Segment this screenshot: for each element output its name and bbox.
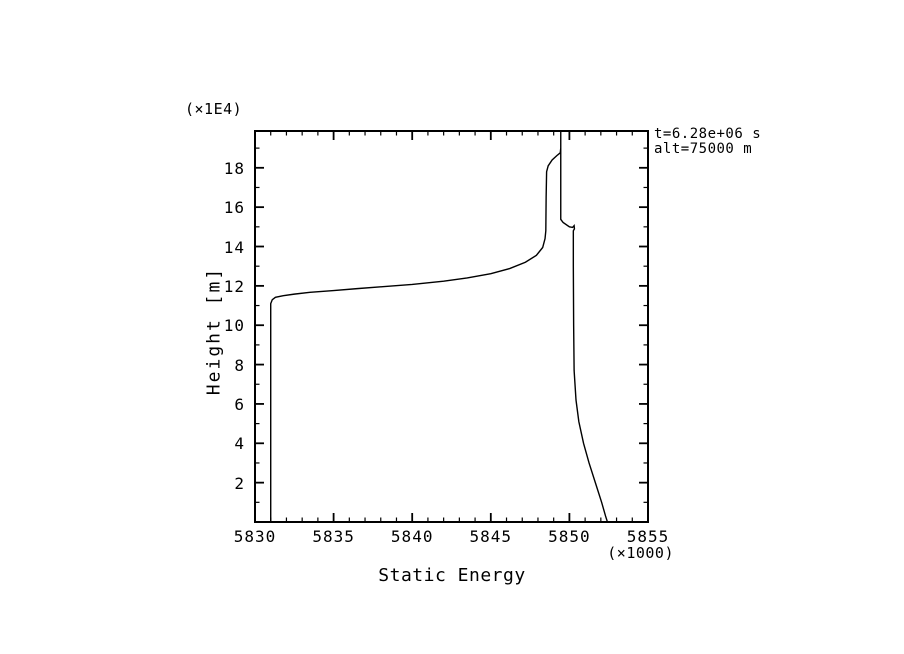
x-tick-label: 5850 xyxy=(548,527,591,546)
curve-static-energy-profile xyxy=(270,131,609,523)
x-tick-label: 5830 xyxy=(233,527,277,546)
y-axis-scale-note: (×1E4) xyxy=(185,100,243,118)
y-tick-label: 10 xyxy=(223,316,245,336)
y-tick-label: 6 xyxy=(234,394,245,414)
x-tick-label: 5835 xyxy=(312,527,355,546)
y-tick-label: 12 xyxy=(223,276,245,296)
x-tick-label: 5840 xyxy=(390,527,434,546)
x-axis-scale-note: (×1000) xyxy=(607,544,674,562)
x-tick-label: 5855 xyxy=(626,527,670,546)
y-tick-label: 16 xyxy=(223,198,245,218)
x-axis-title: Static Energy xyxy=(378,565,526,586)
annotation-time: t=6.28e+06 s xyxy=(654,126,762,142)
y-tick-label: 8 xyxy=(234,355,245,375)
y-tick-label: 18 xyxy=(223,158,245,178)
plot-frame xyxy=(254,130,649,523)
annotation-altitude: alt=75000 m xyxy=(654,141,753,157)
x-tick-label: 5845 xyxy=(469,527,513,546)
y-tick-label: 14 xyxy=(223,237,245,257)
y-tick-label: 2 xyxy=(234,473,245,493)
y-tick-label: 4 xyxy=(234,434,245,454)
